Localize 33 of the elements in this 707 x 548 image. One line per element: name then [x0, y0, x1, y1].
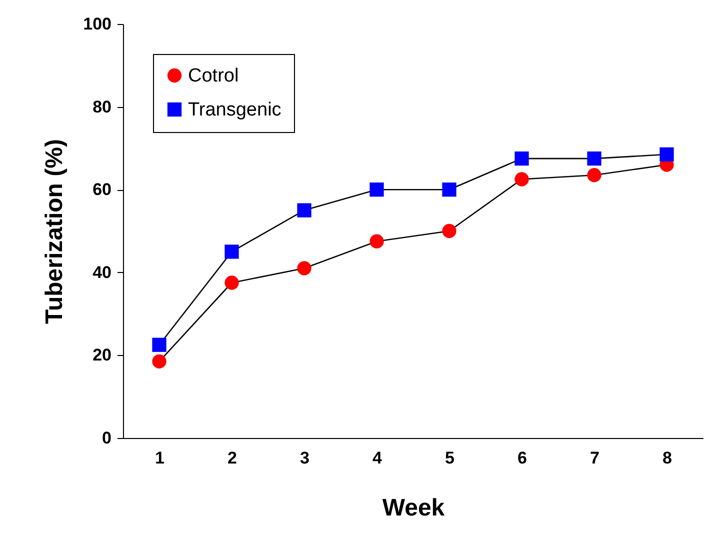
x-axis-title: Week — [382, 494, 446, 522]
point — [587, 168, 602, 182]
x-tick-label: 8 — [662, 448, 672, 468]
point — [514, 151, 529, 166]
point — [370, 182, 384, 197]
point — [297, 261, 312, 276]
point — [224, 244, 239, 259]
x-tick-label: 7 — [590, 448, 600, 468]
point — [152, 354, 166, 368]
point — [442, 224, 456, 238]
y-tick-label: 20 — [92, 346, 112, 365]
point — [152, 338, 166, 352]
x-tick-label: 2 — [228, 448, 237, 468]
y-tick-label: 0 — [102, 428, 112, 448]
x-tick-label: 3 — [300, 448, 310, 468]
point — [514, 172, 529, 186]
point — [442, 182, 456, 197]
point — [297, 203, 312, 218]
x-tick-label: 5 — [445, 448, 454, 468]
point — [370, 234, 384, 248]
y-tick-label: 100 — [83, 14, 112, 34]
legend-label: Cotrol — [188, 66, 239, 86]
y-tick-label: 40 — [92, 262, 112, 282]
point — [224, 276, 239, 290]
y-axis-title: Tuberization (%) — [41, 139, 68, 324]
y-tick-label: 80 — [92, 97, 112, 116]
legend-label: Transgenic — [188, 100, 282, 120]
x-tick-label: 1 — [155, 448, 164, 468]
x-tick-label: 4 — [372, 448, 383, 468]
x-tick-label: 6 — [518, 448, 527, 468]
y-tick-label: 60 — [92, 180, 112, 200]
point — [587, 151, 602, 166]
point — [660, 147, 674, 162]
